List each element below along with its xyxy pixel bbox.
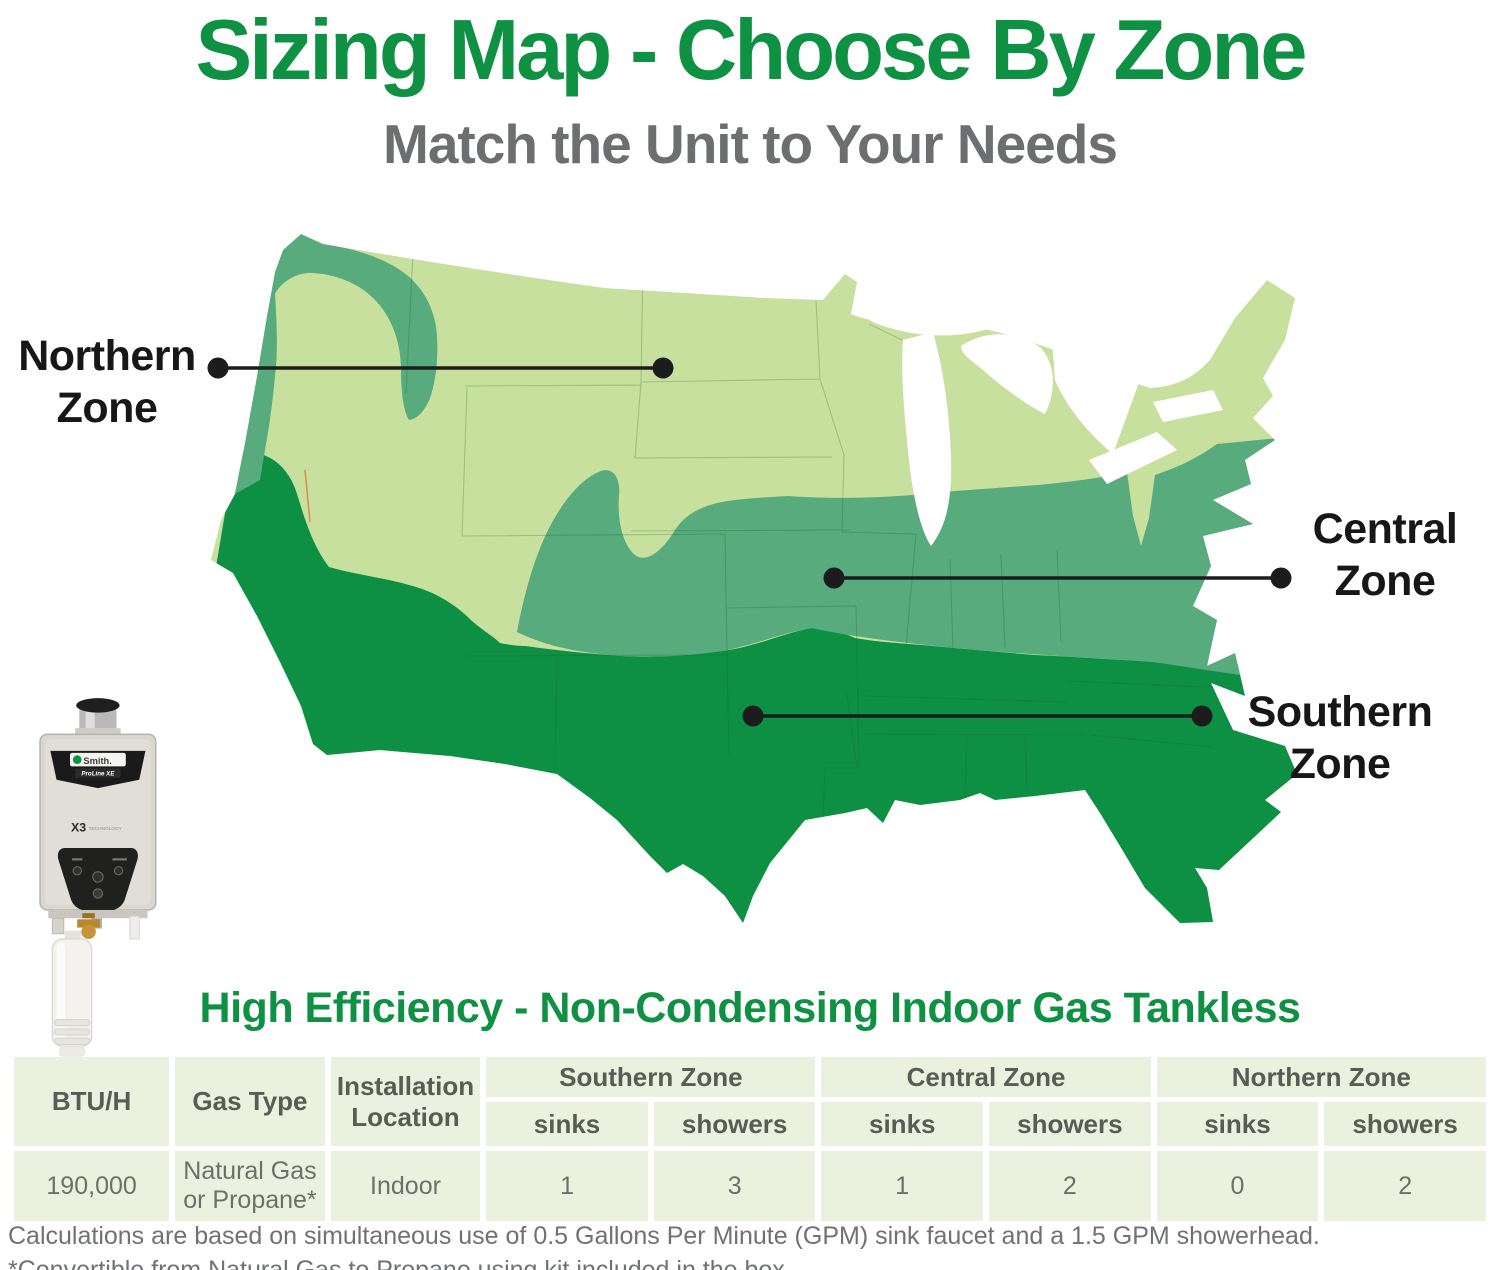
vent-cap xyxy=(76,698,120,713)
sizing-table: BTU/H Gas Type Installation Location Sou… xyxy=(8,1052,1492,1226)
group-header-northern-zone: Northern Zone xyxy=(1156,1057,1486,1097)
subheader-central-showers: showers xyxy=(989,1102,1151,1146)
us-zone-map xyxy=(205,228,1310,928)
central-zone-label-line2: Zone xyxy=(1334,557,1436,606)
northern-zone-label: Northern Zone xyxy=(8,330,206,435)
col-header-btu: BTU/H xyxy=(14,1057,170,1146)
orange-border-artifact xyxy=(304,469,311,523)
subheader-southern-showers: showers xyxy=(653,1102,816,1146)
tech-suffix-label: TECHNOLOGY xyxy=(89,826,123,832)
footnote-calculations: Calculations are based on simultaneous u… xyxy=(8,1222,1320,1250)
table-row: 190,000 Natural Gas or Propane* Indoor 1… xyxy=(14,1151,1486,1221)
subheader-southern-sinks: sinks xyxy=(486,1102,648,1146)
southern-zone-label: Southern Zone xyxy=(1245,686,1435,791)
group-header-southern-zone: Southern Zone xyxy=(486,1057,816,1097)
brand-name-text: Smith. xyxy=(83,756,111,766)
cell-southern-showers: 3 xyxy=(653,1151,816,1221)
cell-central-sinks: 1 xyxy=(821,1151,984,1221)
southern-zone-label-line2: Zone xyxy=(1289,740,1391,789)
us-zone-map-svg xyxy=(211,234,1297,923)
central-zone-label: Central Zone xyxy=(1300,503,1470,608)
northern-zone-label-line2: Zone xyxy=(56,384,158,433)
subheader-northern-sinks: sinks xyxy=(1156,1102,1319,1146)
brass-valve xyxy=(77,919,100,928)
section-heading: High Efficiency - Non-Condensing Indoor … xyxy=(199,984,1301,1032)
page-subtitle: Match the Unit to Your Needs xyxy=(383,113,1118,175)
page-title: Sizing Map - Choose By Zone xyxy=(195,3,1307,98)
series-name-text: ProLine XE xyxy=(81,771,115,778)
footnote-convertible: *Convertible from Natural Gas to Propane… xyxy=(8,1255,792,1270)
tankless-heater-illustration: Smith. ProLine XE X3 TECHNOLOGY xyxy=(39,698,157,1057)
cell-central-showers: 2 xyxy=(989,1151,1151,1221)
product-image-tankless-heater: Smith. ProLine XE X3 TECHNOLOGY xyxy=(22,693,180,1065)
central-zone-northwest-hook xyxy=(235,234,438,494)
footnotes: Calculations are based on simultaneous u… xyxy=(8,1220,1488,1270)
state-borders xyxy=(405,251,1232,818)
cell-installation-location: Indoor xyxy=(330,1151,481,1221)
group-header-central-zone: Central Zone xyxy=(821,1057,1151,1097)
great-lakes-shape xyxy=(855,274,1223,546)
cell-northern-showers: 2 xyxy=(1324,1151,1486,1221)
cell-southern-sinks: 1 xyxy=(486,1151,648,1221)
tech-label: X3 xyxy=(71,820,86,834)
central-zone-region xyxy=(517,432,1297,690)
brand-logo-mark xyxy=(72,755,82,764)
subheader-central-sinks: sinks xyxy=(821,1102,984,1146)
cell-btu: 190,000 xyxy=(14,1151,170,1221)
northern-zone-label-line1: Northern xyxy=(18,332,196,380)
central-zone-label-line1: Central xyxy=(1312,505,1458,553)
cell-gas-type: Natural Gas or Propane* xyxy=(175,1151,325,1221)
subheader-northern-showers: showers xyxy=(1324,1102,1486,1146)
southern-zone-label-line1: Southern xyxy=(1247,688,1433,736)
col-header-gas-type: Gas Type xyxy=(175,1057,325,1146)
col-header-installation-location: Installation Location xyxy=(330,1057,481,1146)
cell-northern-sinks: 0 xyxy=(1156,1151,1319,1221)
